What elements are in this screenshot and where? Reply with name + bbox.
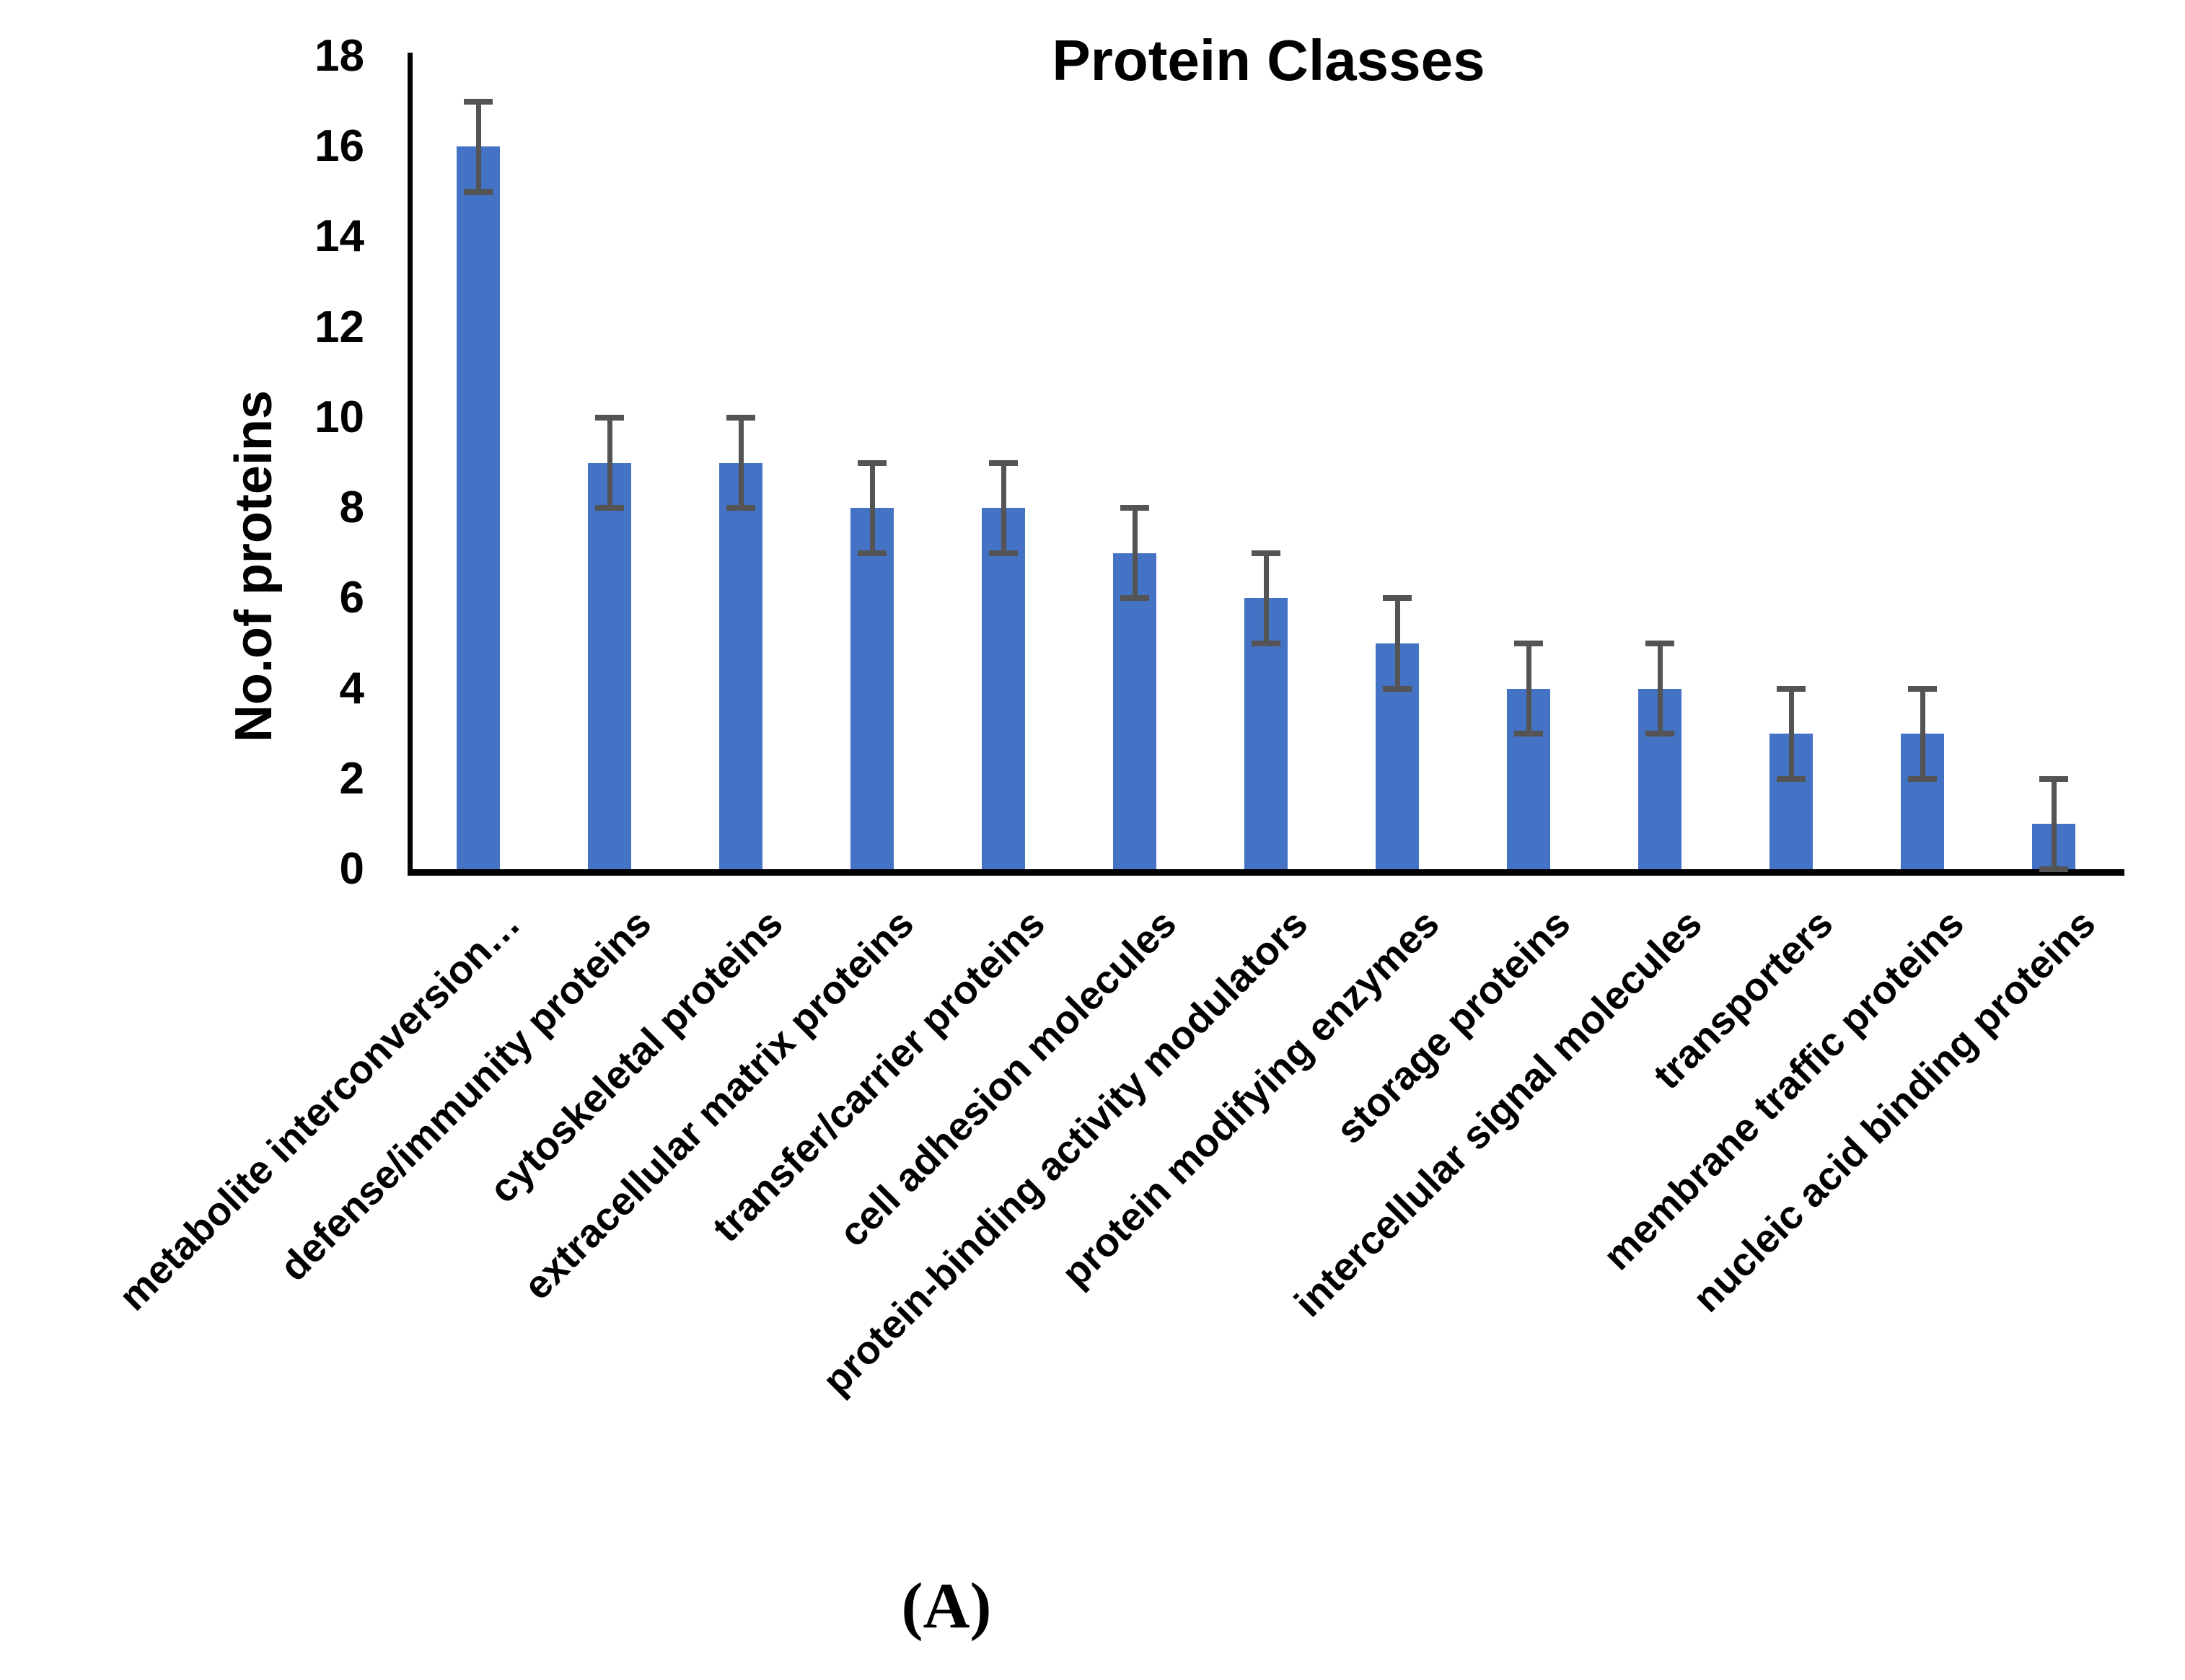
error-bar-cap-top-9 [1645, 640, 1674, 646]
error-bar-line-6 [1263, 553, 1269, 643]
chart-title: Protein Classes [1052, 28, 1485, 92]
error-bar-line-1 [607, 417, 612, 509]
error-bar-cap-bottom-6 [1252, 640, 1280, 646]
error-bar-cap-bottom-7 [1383, 685, 1412, 692]
error-bar-cap-top-5 [1120, 505, 1149, 511]
bar-5 [1113, 553, 1156, 869]
error-bar-line-0 [475, 101, 481, 192]
error-bar-cap-top-4 [989, 459, 1018, 466]
y-tick-label-18: 18 [315, 31, 364, 81]
error-bar-line-2 [738, 417, 744, 509]
x-tick-label-6: protein-binding activity modulators [814, 900, 1316, 1404]
error-bar-line-9 [1657, 643, 1663, 734]
error-bar-cap-bottom-4 [989, 550, 1018, 556]
figure-caption: (A) [901, 1570, 992, 1642]
error-bar-line-11 [1920, 688, 1925, 779]
error-bar-cap-bottom-3 [858, 550, 887, 556]
error-bar-cap-top-1 [595, 414, 624, 421]
y-tick-label-14: 14 [315, 211, 364, 262]
error-bar-line-7 [1394, 598, 1400, 689]
error-bar-cap-top-3 [858, 459, 887, 466]
error-bar-line-8 [1526, 643, 1531, 734]
y-tick-label-0: 0 [339, 844, 364, 894]
bar-4 [982, 508, 1025, 869]
y-axis-line [408, 53, 413, 876]
error-bar-cap-bottom-9 [1645, 731, 1674, 737]
error-bar-cap-bottom-8 [1514, 731, 1543, 737]
bar-0 [457, 146, 500, 869]
error-bar-cap-bottom-2 [726, 505, 755, 511]
bar-1 [588, 462, 631, 869]
error-bar-cap-top-8 [1514, 640, 1543, 646]
error-bar-cap-top-10 [1777, 685, 1806, 692]
x-tick-label-8: storage proteins [1327, 900, 1579, 1153]
bar-2 [719, 462, 762, 869]
y-tick-label-4: 4 [339, 663, 364, 713]
error-bar-cap-top-2 [726, 414, 755, 421]
y-tick-label-10: 10 [315, 392, 364, 442]
error-bar-cap-bottom-5 [1120, 595, 1149, 602]
error-bar-cap-top-12 [2039, 775, 2068, 782]
error-bar-line-3 [869, 462, 875, 553]
error-bar-line-10 [1788, 688, 1794, 779]
error-bar-line-12 [2051, 778, 2057, 869]
error-bar-cap-bottom-11 [1908, 775, 1937, 782]
error-bar-cap-bottom-0 [464, 188, 493, 195]
y-tick-label-2: 2 [339, 753, 364, 804]
y-tick-label-16: 16 [315, 121, 364, 172]
error-bar-line-4 [1001, 462, 1006, 553]
bar-3 [850, 508, 894, 869]
error-bar-line-5 [1132, 508, 1138, 599]
y-tick-label-6: 6 [339, 573, 364, 623]
y-tick-label-12: 12 [315, 302, 364, 352]
error-bar-cap-bottom-10 [1777, 775, 1806, 782]
error-bar-cap-top-0 [464, 98, 493, 105]
error-bar-cap-top-6 [1252, 550, 1280, 556]
error-bar-cap-bottom-1 [595, 505, 624, 511]
y-tick-label-8: 8 [339, 483, 364, 533]
x-axis-line [408, 869, 2124, 876]
error-bar-cap-top-7 [1383, 595, 1412, 602]
error-bar-cap-bottom-12 [2039, 866, 2068, 872]
error-bar-cap-top-11 [1908, 685, 1937, 692]
